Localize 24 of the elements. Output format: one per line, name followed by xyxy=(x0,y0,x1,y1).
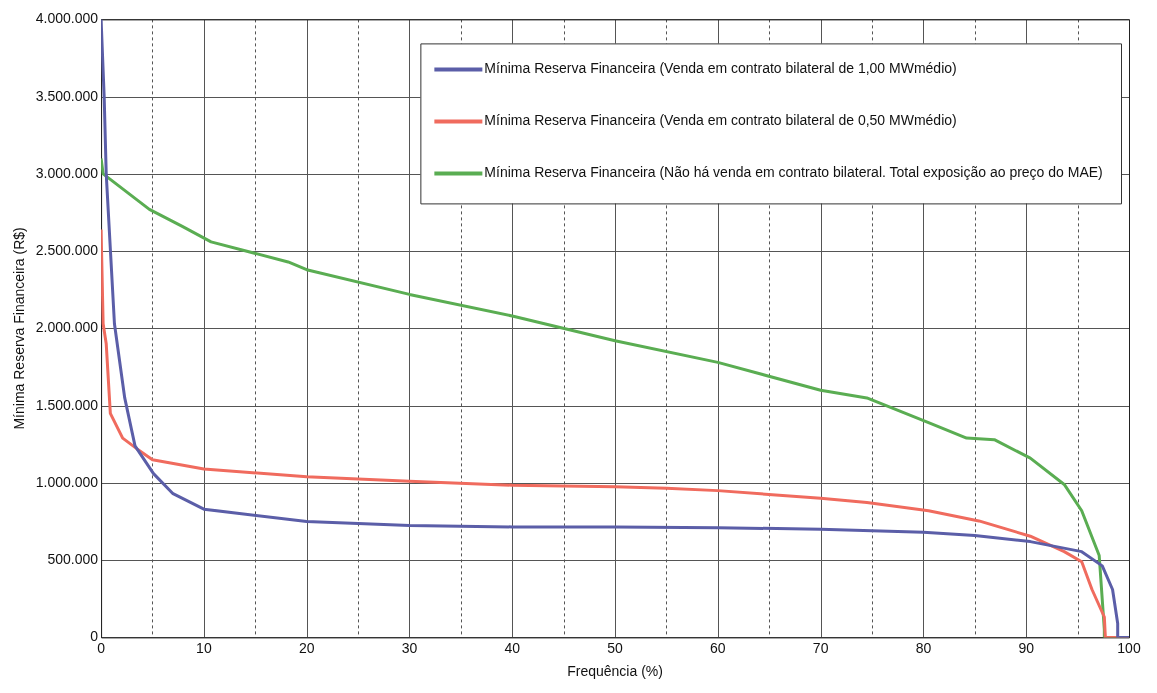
x-tick-label: 90 xyxy=(1018,639,1035,656)
y-tick-label: 500.000 xyxy=(47,551,99,568)
x-axis-title: Frequência (%) xyxy=(567,663,663,680)
y-axis-title: Mínima Reserva Financeira (R$) xyxy=(11,227,28,430)
x-tick-label: 10 xyxy=(196,639,212,656)
x-tick-label: 60 xyxy=(710,639,726,656)
x-tick-label: 100 xyxy=(1117,639,1141,656)
y-tick-label: 4.000.000 xyxy=(35,10,99,27)
x-tick-label: 50 xyxy=(607,639,624,656)
x-tick-label: 70 xyxy=(812,639,829,656)
x-tick-label: 80 xyxy=(915,639,932,656)
legend-label: Mínima Reserva Financeira (Não há venda em contrato bilateral. Total exposição ao preço do MAE) xyxy=(484,164,1103,181)
y-tick-label: 3.000.000 xyxy=(35,164,99,181)
y-tick-label: 2.500.000 xyxy=(35,242,99,259)
x-tick-label: 40 xyxy=(504,639,521,656)
y-tick-label: 1.000.000 xyxy=(35,473,99,490)
legend-label: Mínima Reserva Financeira (Venda em contrato bilateral de 1,00 MWmédio) xyxy=(484,60,957,77)
y-tick-label: 0 xyxy=(90,628,99,645)
y-tick-label: 1.500.000 xyxy=(35,396,99,413)
x-tick-label: 30 xyxy=(401,639,418,656)
x-tick-label: 20 xyxy=(298,639,315,656)
legend-label: Mínima Reserva Financeira (Venda em contrato bilateral de 0,50 MWmédio) xyxy=(484,112,957,129)
y-tick-label: 3.500.000 xyxy=(35,87,99,104)
y-tick-label: 2.000.000 xyxy=(35,319,99,336)
